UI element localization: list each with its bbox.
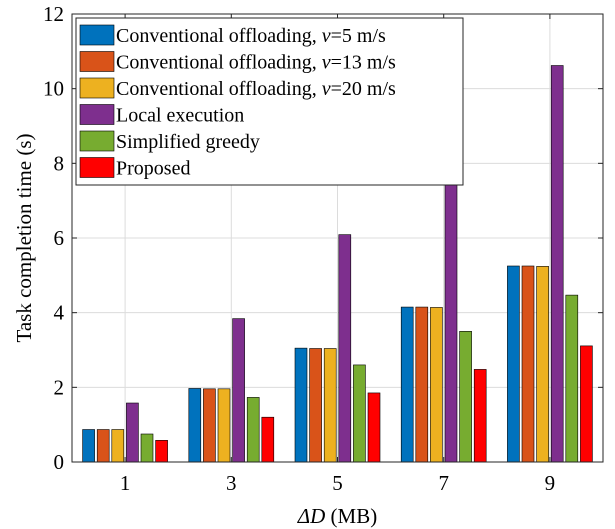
bar-series-4-cat-3 [459,331,472,463]
y-axis-title: Task completion time (s) [12,133,36,342]
bar-series-0-cat-2 [294,347,308,463]
legend-label-variable: v [322,25,331,47]
x-tick-label: 7 [438,471,449,495]
legend-label: Local execution [116,105,244,127]
bar-series-2-cat-0 [111,429,125,463]
bar-series-4-cat-1 [246,397,260,463]
legend-label-variable: v [322,78,331,100]
x-tick-label: 3 [226,471,237,495]
legend-label-text: Simplified greedy [116,131,260,153]
bar-series-5-cat-4 [580,345,593,463]
legend-label: Simplified greedy [116,131,260,153]
x-axis-title: ΔD (MB) [297,504,377,528]
legend-label-speed: =13 m/s [331,52,396,74]
legend-label-text: Local execution [116,105,244,127]
y-tick-label: 12 [43,2,64,26]
y-tick-label: 0 [54,450,65,474]
bar-series-1-cat-2 [309,348,322,463]
legend-swatch [79,77,115,99]
x-tick-label: 9 [545,471,556,495]
bar-series-5-cat-2 [367,392,381,463]
bar-series-4-cat-2 [353,364,366,463]
x-axis-title-unit: (MB) [325,504,377,528]
y-tick-label: 4 [54,301,65,325]
legend-label: Proposed [116,158,190,180]
bar-series-3-cat-2 [338,234,352,463]
bar-series-3-cat-1 [232,318,245,463]
legend-label-speed: =20 m/s [331,78,396,100]
y-tick-label: 10 [43,77,64,101]
legend-swatch [79,51,115,72]
legend-swatch [79,157,115,178]
legend-label-text: Conventional offloading, [116,52,322,74]
bar-series-1-cat-0 [96,429,110,463]
x-tick-label: 5 [332,471,343,495]
bar-series-2-cat-4 [536,266,549,463]
y-tick-label: 8 [54,151,65,175]
bar-series-1-cat-3 [415,306,429,463]
bar-series-1-cat-1 [203,388,216,463]
bar-series-5-cat-3 [473,369,487,463]
bar-series-0-cat-3 [400,306,414,463]
legend-label-text: Conventional offloading, [116,25,322,47]
bar-series-0-cat-1 [188,388,202,463]
x-axis-title-symbol: ΔD [297,504,326,528]
bar-series-5-cat-1 [261,416,275,463]
legend-label-text: Conventional offloading, [116,78,322,100]
bar-series-0-cat-4 [507,265,520,463]
bar-series-4-cat-4 [565,294,579,463]
legend-swatch [79,24,115,46]
x-tick-label: 1 [120,471,131,495]
bars [82,65,593,463]
bar-series-1-cat-4 [521,265,535,463]
y-tick-label: 2 [54,375,65,399]
bar-series-3-cat-3 [444,149,458,463]
legend-box [75,17,464,186]
bar-series-2-cat-3 [430,307,443,463]
legend-label-variable: v [322,52,331,74]
legend-label: Conventional offloading, v=13 m/s [116,52,396,74]
legend-swatch [79,130,115,152]
bar-series-2-cat-1 [217,388,231,463]
legend-label-text: Proposed [116,158,190,180]
bar-series-0-cat-0 [82,429,95,463]
bar-series-2-cat-2 [323,348,337,463]
bar-series-4-cat-0 [140,433,154,463]
legend-swatch [79,104,115,125]
axis-ticks: 0 2 4 6 8 10 12 1 3 5 7 9 [43,2,603,495]
legend-label-speed: =5 m/s [331,25,386,47]
y-tick-label: 6 [54,226,65,250]
bar-series-3-cat-0 [126,402,139,463]
bar-series-5-cat-0 [155,440,168,463]
legend: Conventional offloading, v=5 m/sConventi… [75,17,464,186]
legend-label: Conventional offloading, v=5 m/s [116,25,386,47]
legend-label: Conventional offloading, v=20 m/s [116,78,396,100]
bar-series-3-cat-4 [550,65,564,463]
